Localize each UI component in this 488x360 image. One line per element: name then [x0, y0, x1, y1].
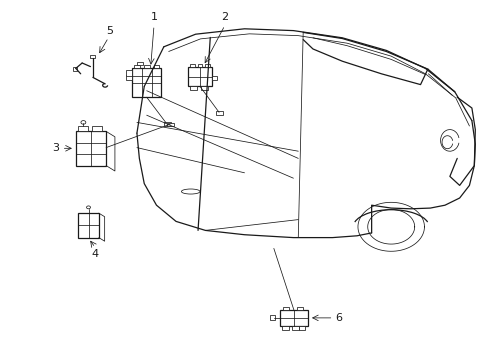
Text: 1: 1: [150, 12, 157, 22]
Bar: [197, 64, 202, 67]
Bar: [216, 111, 223, 115]
Bar: [279, 310, 307, 326]
Bar: [189, 64, 194, 67]
Bar: [90, 55, 95, 58]
Bar: [291, 326, 298, 330]
Bar: [78, 126, 88, 131]
Bar: [167, 123, 173, 126]
Bar: [282, 307, 288, 310]
Text: 4: 4: [92, 249, 99, 259]
Bar: [76, 131, 106, 166]
Bar: [188, 67, 211, 86]
Bar: [78, 213, 99, 238]
Bar: [92, 126, 102, 131]
Bar: [297, 307, 303, 310]
Bar: [126, 75, 132, 80]
Text: 6: 6: [334, 313, 341, 323]
Bar: [163, 122, 170, 126]
Text: 2: 2: [221, 12, 228, 22]
Bar: [269, 315, 274, 320]
Bar: [201, 86, 207, 90]
Text: 5: 5: [106, 26, 113, 36]
Bar: [126, 70, 132, 76]
Bar: [137, 62, 142, 65]
Bar: [281, 326, 288, 330]
Bar: [190, 86, 196, 90]
Bar: [211, 76, 216, 81]
Bar: [134, 65, 140, 68]
Bar: [73, 67, 77, 71]
Bar: [143, 65, 149, 68]
Ellipse shape: [181, 189, 200, 194]
Text: 3: 3: [53, 143, 60, 153]
Bar: [132, 68, 161, 97]
Bar: [153, 65, 159, 68]
Bar: [205, 64, 210, 67]
Bar: [299, 326, 305, 330]
